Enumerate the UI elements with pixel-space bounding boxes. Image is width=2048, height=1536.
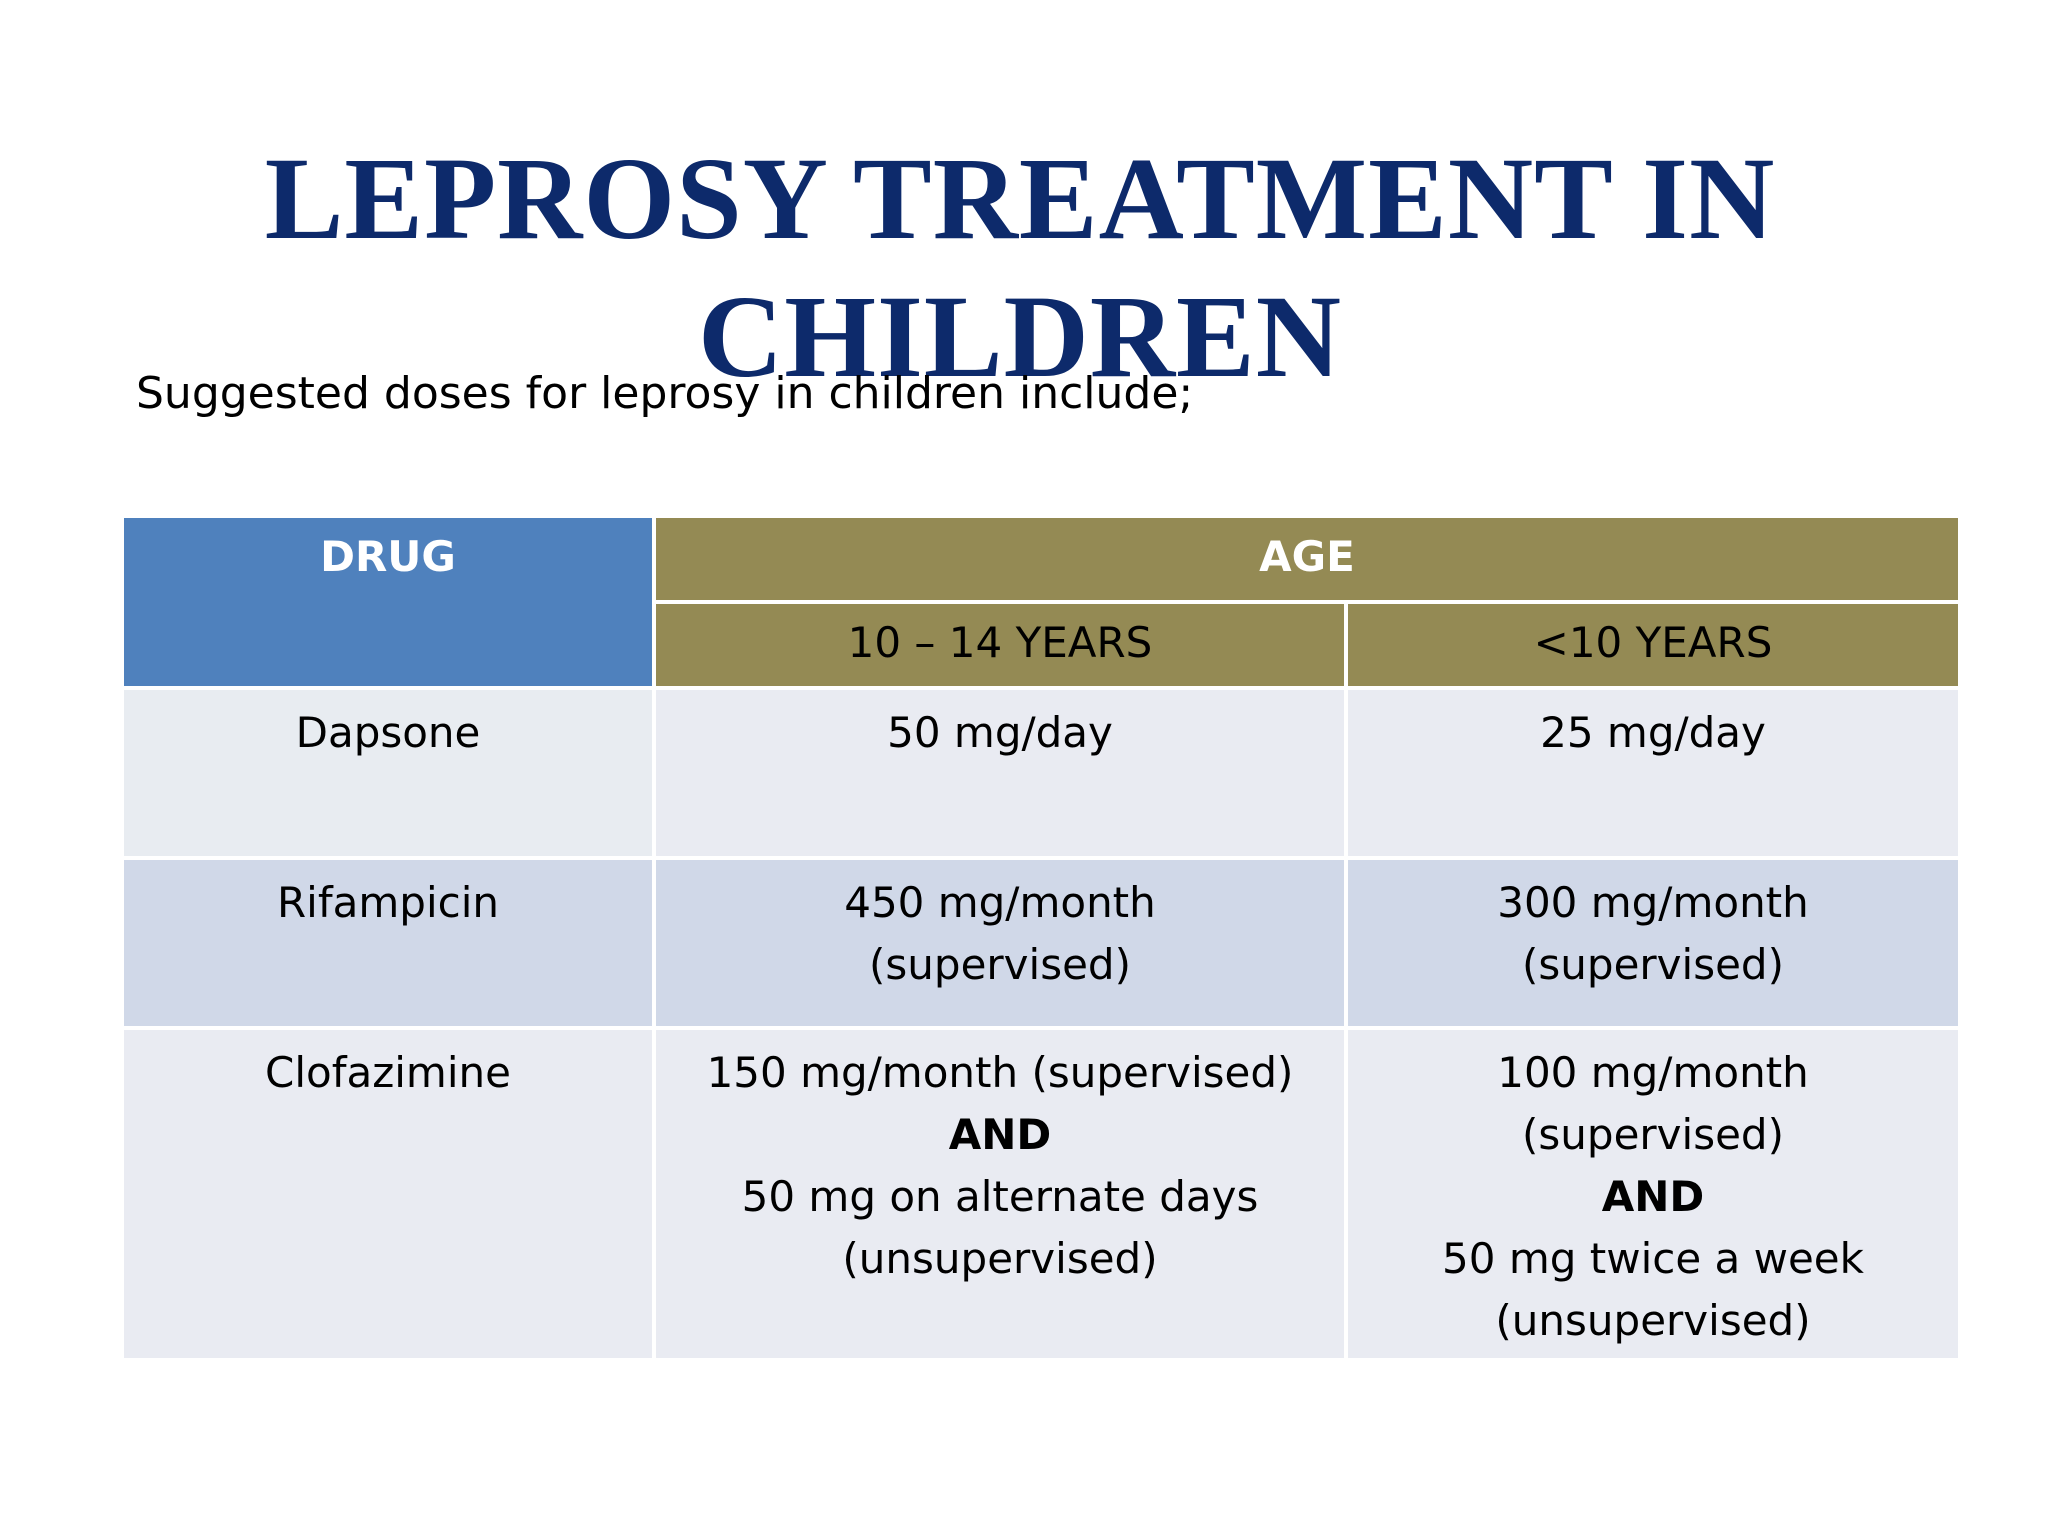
header-drug: DRUG	[120, 514, 656, 690]
drug-cell: Rifampicin	[120, 856, 656, 1030]
dose-line: 25 mg/day	[1540, 708, 1766, 757]
dose-cell-10-14: 150 mg/month (supervised) AND 50 mg on a…	[652, 1026, 1348, 1362]
table-row-clofazimine: Clofazimine 150 mg/month (supervised) AN…	[120, 1026, 1963, 1362]
dosage-table: DRUG AGE 10 – 14 YEARS <10 YEARS Dapsone…	[120, 514, 1963, 1362]
dose-cell-under-10: 300 mg/month (supervised)	[1343, 856, 1963, 1030]
dose-conjunction: AND	[1601, 1172, 1705, 1221]
dose-line: (unsupervised)	[842, 1234, 1158, 1283]
drug-cell: Clofazimine	[120, 1026, 656, 1362]
dose-line: (unsupervised)	[1495, 1296, 1811, 1345]
dose-line: (supervised)	[869, 940, 1131, 989]
drug-cell: Dapsone	[120, 686, 656, 860]
dose-conjunction: AND	[948, 1110, 1052, 1159]
dosage-table-container: DRUG AGE 10 – 14 YEARS <10 YEARS Dapsone…	[120, 514, 1963, 1362]
dose-line: (supervised)	[1522, 1110, 1784, 1159]
header-age-under-10: <10 YEARS	[1343, 600, 1963, 690]
title-line-2: CHILDREN	[698, 271, 1342, 402]
dose-line: 50 mg/day	[887, 708, 1113, 757]
dose-line: 50 mg on alternate days	[741, 1172, 1259, 1221]
dose-cell-under-10: 25 mg/day	[1343, 686, 1963, 860]
table-row-rifampicin: Rifampicin 450 mg/month (supervised) 300…	[120, 856, 1963, 1030]
dose-line: 450 mg/month	[844, 878, 1156, 927]
slide-title: LEPROSY TREATMENT IN CHILDREN	[180, 130, 1860, 406]
dose-line: 50 mg twice a week	[1442, 1234, 1864, 1283]
dose-cell-10-14: 50 mg/day	[652, 686, 1348, 860]
dose-line: 100 mg/month	[1497, 1048, 1809, 1097]
header-row-top: DRUG AGE	[120, 514, 1963, 690]
dose-cell-under-10: 100 mg/month (supervised) AND 50 mg twic…	[1343, 1026, 1963, 1362]
dose-line: (supervised)	[1522, 940, 1784, 989]
header-age: AGE	[651, 514, 1963, 604]
dose-cell-10-14: 450 mg/month (supervised)	[652, 856, 1348, 1030]
title-line-1: LEPROSY TREATMENT IN	[264, 133, 1776, 264]
dose-line: 300 mg/month	[1497, 878, 1809, 927]
header-age-10-14: 10 – 14 YEARS	[652, 600, 1348, 690]
dose-line: 150 mg/month (supervised)	[706, 1048, 1294, 1097]
table-row-dapsone: Dapsone 50 mg/day 25 mg/day	[120, 686, 1963, 860]
header-row-sub: 10 – 14 YEARS <10 YEARS	[122, 600, 1963, 690]
slide-subtitle: Suggested doses for leprosy in children …	[136, 368, 1194, 419]
